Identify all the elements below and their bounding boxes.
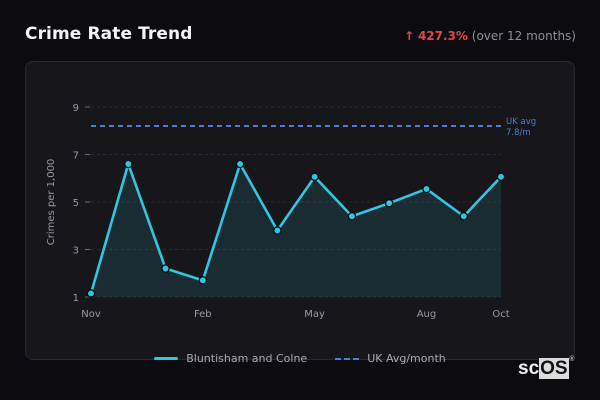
solid-line-icon [154,357,179,360]
scos-logo: scOS ® [518,356,575,380]
legend-item-series[interactable]: Bluntisham and Colne [154,352,307,365]
svg-text:3: 3 [73,246,79,257]
trend-change: ↑ 427.3% (over 12 months) [404,29,576,43]
logo-text-b: OS [539,358,569,379]
x-axis: Nov Feb May Aug Oct [81,309,509,320]
page-title: Crime Rate Trend [25,24,193,44]
svg-text:7: 7 [73,151,79,162]
uk-avg-value: 7.8/m [506,128,531,138]
uk-avg-label: UK avg [506,117,536,127]
series-area [91,164,501,297]
dashed-line-icon [335,357,360,360]
chart-card [25,61,575,360]
svg-text:1: 1 [73,293,79,304]
svg-text:Nov: Nov [81,309,101,320]
svg-text:Oct: Oct [492,309,509,320]
svg-text:Aug: Aug [417,309,437,320]
svg-text:Feb: Feb [194,309,212,320]
svg-text:May: May [304,309,325,320]
registered-icon: ® [569,356,575,363]
chart-legend: Bluntisham and Colne UK Avg/month [0,352,600,365]
logo-text-a: sc [518,358,540,379]
series-line [89,162,502,294]
legend-series-label: Bluntisham and Colne [186,352,308,365]
legend-avg-label: UK Avg/month [367,352,446,365]
arrow-up-icon: ↑ [404,29,415,43]
y-axis: 1 3 5 7 9 [73,103,90,304]
legend-item-uk-avg[interactable]: UK Avg/month [335,352,446,365]
y-axis-label: Crimes per 1,000 [46,159,57,246]
svg-text:9: 9 [73,103,79,114]
change-period: (over 12 months) [471,29,576,43]
data-points [86,159,506,298]
change-value: 427.3% [417,29,468,43]
svg-text:5: 5 [73,198,79,209]
